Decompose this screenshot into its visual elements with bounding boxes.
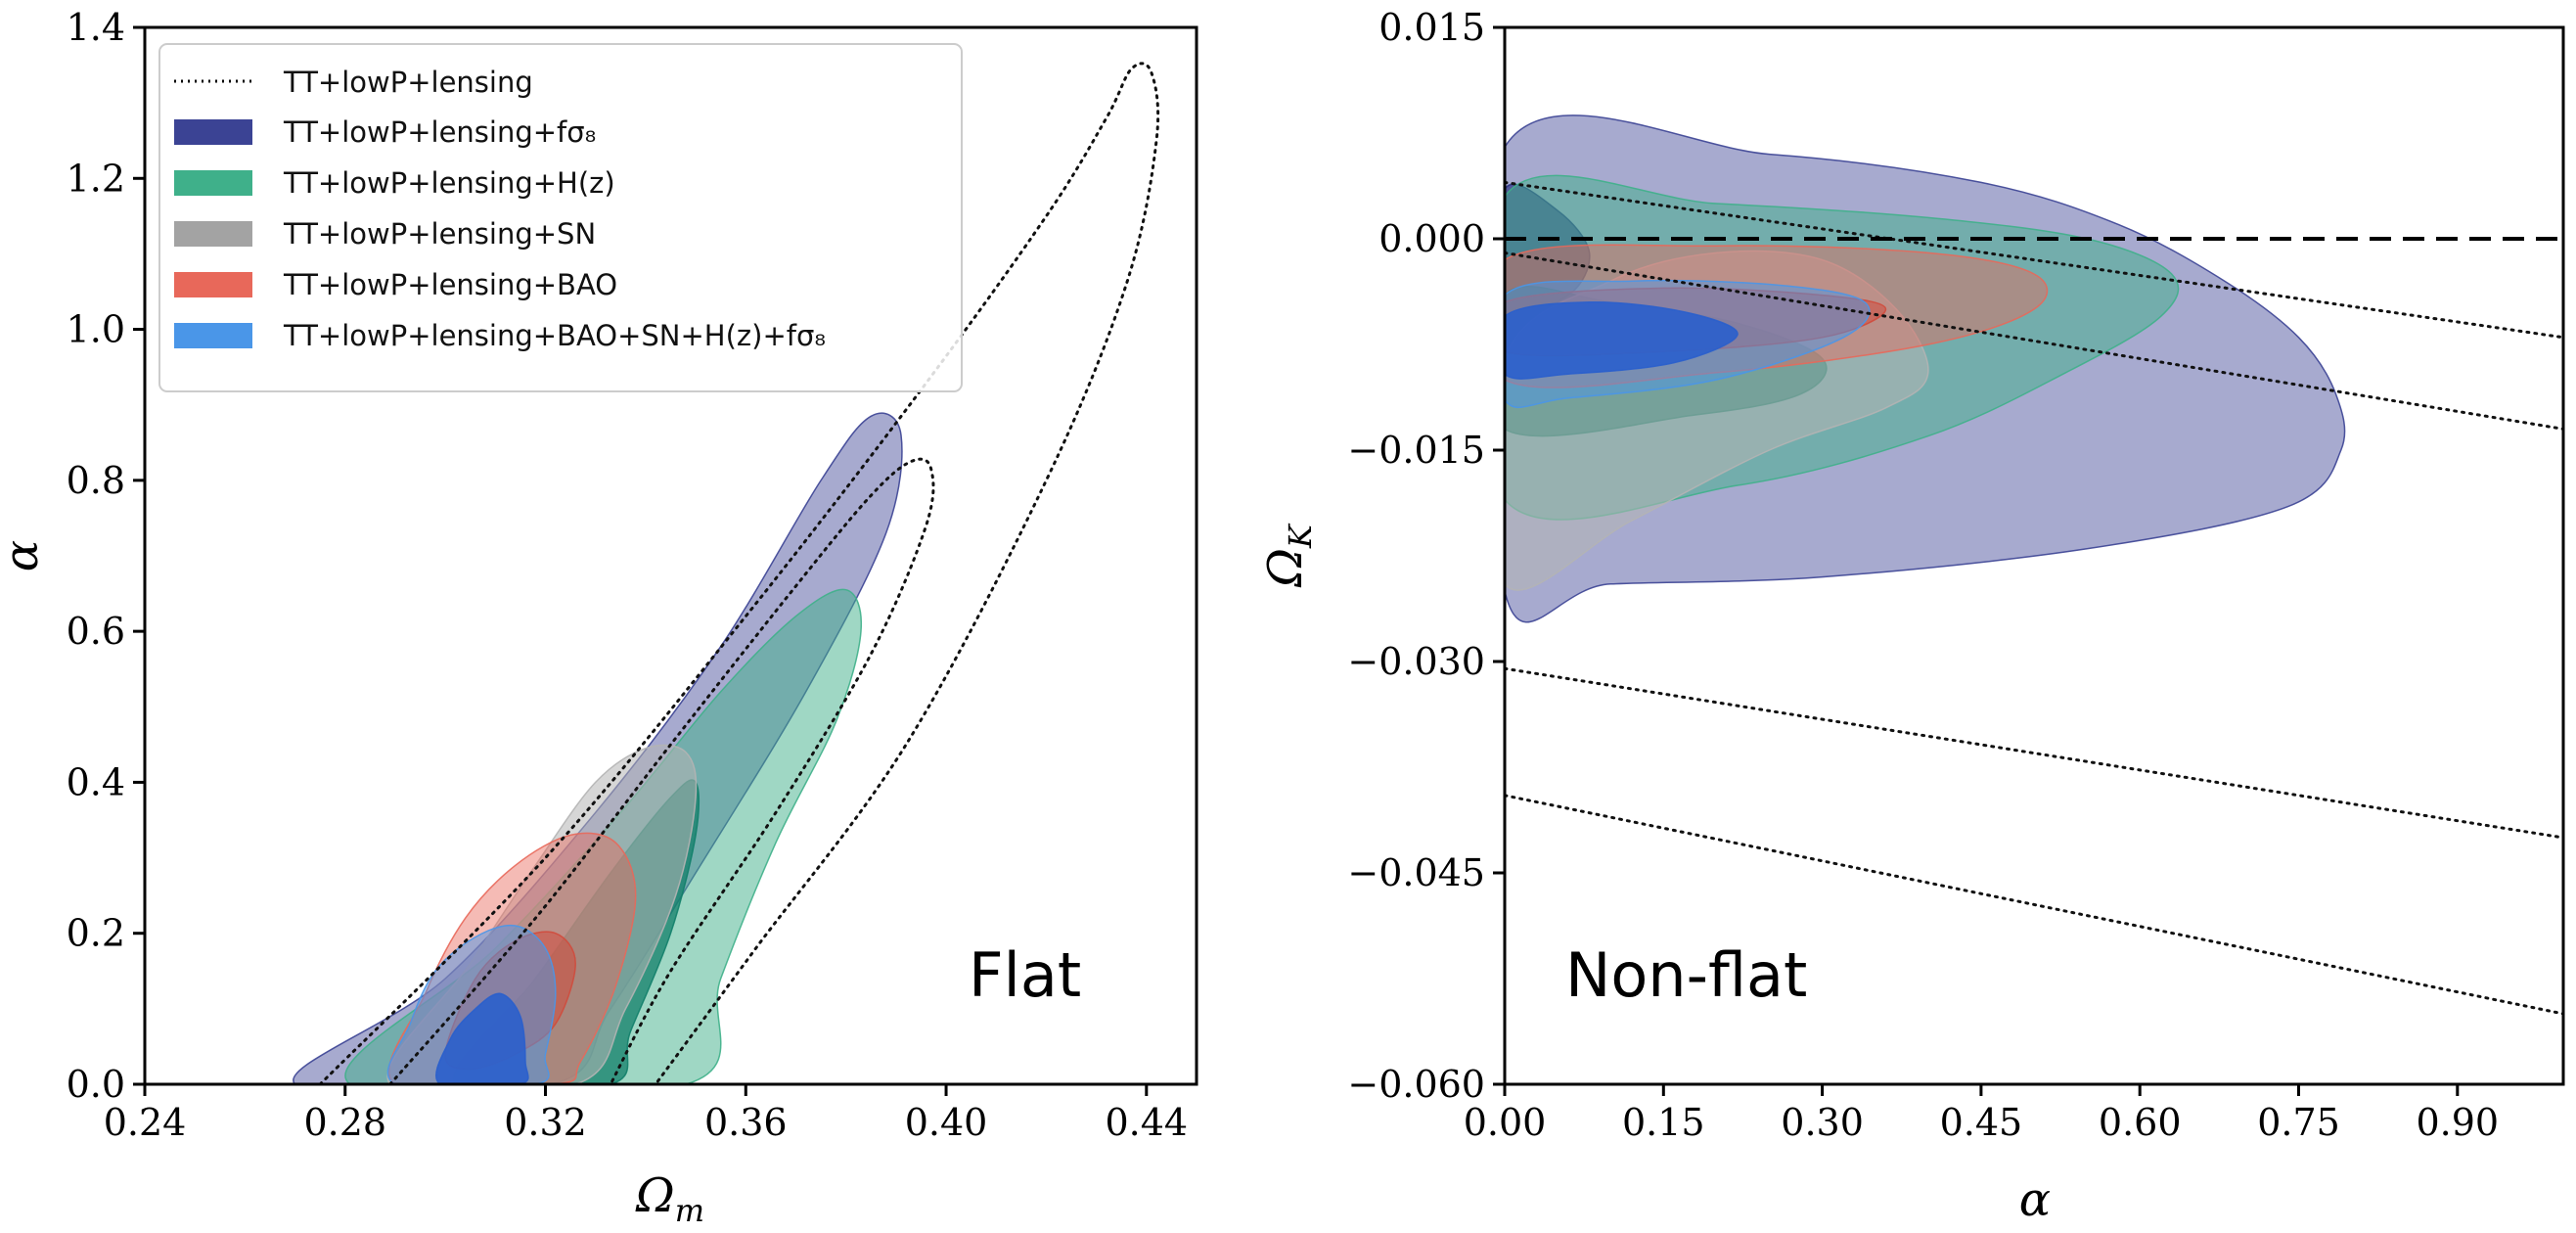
legend-swatch-sn <box>174 221 252 247</box>
y-tick-label: 0.015 <box>1378 6 1485 49</box>
x-tick-label: 0.00 <box>1464 1101 1547 1144</box>
legend-label-joint: TT+lowP+lensing+BAO+SN+H(z)+fσ₈ <box>283 319 826 352</box>
legend: TT+lowP+lensing TT+lowP+lensing+fσ₈ TT+l… <box>158 43 963 392</box>
x-tick-label: 0.44 <box>1106 1101 1189 1144</box>
x-tick-label: 0.75 <box>2257 1101 2340 1144</box>
right-panel: 0.00 0.15 0.30 0.45 0.60 0.75 0.90 0.015 0.000 −… <box>1258 6 2565 1227</box>
legend-label-fs8: TT+lowP+lensing+fσ₈ <box>283 115 596 149</box>
dotted-planck-outer <box>318 62 1160 1084</box>
dotted-planck-outer-upper <box>1505 180 2563 340</box>
y-tick-label: 0.6 <box>67 610 125 653</box>
right-plot-frame <box>1503 25 2565 1086</box>
y-tick-label: 1.4 <box>67 6 125 49</box>
y-tick-label: 1.2 <box>67 157 125 200</box>
y-tick-label: −0.015 <box>1347 429 1485 472</box>
right-contours <box>1505 114 2346 623</box>
legend-swatch-joint <box>174 323 252 348</box>
right-y-ticks: 0.015 0.000 −0.015 −0.030 −0.045 −0.060 <box>1347 6 1505 1106</box>
right-y-axis-label: ΩK <box>1258 523 1319 588</box>
right-x-axis-label: α <box>2019 1172 2051 1227</box>
right-panel-annotation: Non-flat <box>1565 939 1807 1011</box>
y-tick-label: 0.8 <box>67 459 125 502</box>
contour-joint-inner <box>435 992 529 1084</box>
legend-label-planck: TT+lowP+lensing <box>283 66 533 99</box>
left-contours <box>293 412 903 1084</box>
left-dotted-curves <box>318 62 1160 1084</box>
x-tick-label: 0.15 <box>1622 1101 1705 1144</box>
legend-swatch-fs8 <box>174 119 252 145</box>
dotted-planck-inner <box>388 457 935 1084</box>
left-y-ticks: 0.0 0.2 0.4 0.6 0.8 1.0 1.2 1.4 <box>67 6 145 1106</box>
legend-label-hz: TT+lowP+lensing+H(z) <box>283 166 615 200</box>
contour-joint-inner <box>1505 301 1739 380</box>
dotted-planck-outer-lower <box>1505 794 2563 1016</box>
x-tick-label: 0.30 <box>1781 1101 1864 1144</box>
dotted-planck-inner-lower <box>1505 666 2563 840</box>
x-tick-label: 0.45 <box>1940 1101 2023 1144</box>
left-plot-frame <box>143 25 1198 1086</box>
x-tick-label: 0.40 <box>905 1101 988 1144</box>
x-tick-label: 0.28 <box>303 1101 386 1144</box>
right-x-ticks: 0.00 0.15 0.30 0.45 0.60 0.75 0.90 <box>1464 1084 2499 1144</box>
y-tick-label: 0.2 <box>67 912 125 955</box>
x-tick-label: 0.90 <box>2416 1101 2499 1144</box>
legend-box <box>158 43 963 392</box>
y-tick-label: −0.030 <box>1347 640 1485 683</box>
left-panel-annotation: Flat <box>969 939 1081 1011</box>
x-tick-label: 0.32 <box>504 1101 587 1144</box>
dotted-planck-inner-upper <box>1505 251 2563 431</box>
legend-label-bao: TT+lowP+lensing+BAO <box>283 268 617 301</box>
legend-swatch-hz <box>174 170 252 196</box>
y-tick-label: 0.0 <box>67 1063 125 1106</box>
y-tick-label: −0.045 <box>1347 851 1485 894</box>
left-panel: 0.24 0.28 0.32 0.36 0.40 0.44 0.0 0.2 0.4 0.6 0.8… <box>0 6 1198 1229</box>
legend-swatch-bao <box>174 272 252 297</box>
right-dotted-lines <box>1505 180 2563 1016</box>
x-tick-label: 0.24 <box>104 1101 187 1144</box>
x-tick-label: 0.60 <box>2099 1101 2182 1144</box>
left-x-ticks: 0.24 0.28 0.32 0.36 0.40 0.44 <box>104 1084 1188 1144</box>
x-tick-label: 0.36 <box>704 1101 788 1144</box>
y-tick-label: 0.000 <box>1378 217 1485 260</box>
y-tick-label: −0.060 <box>1347 1063 1485 1106</box>
y-tick-label: 1.0 <box>67 308 125 351</box>
legend-label-sn: TT+lowP+lensing+SN <box>283 217 596 251</box>
y-tick-label: 0.4 <box>67 760 125 803</box>
left-y-axis-label: α <box>0 540 49 571</box>
left-x-axis-label: Ωm <box>635 1168 704 1229</box>
